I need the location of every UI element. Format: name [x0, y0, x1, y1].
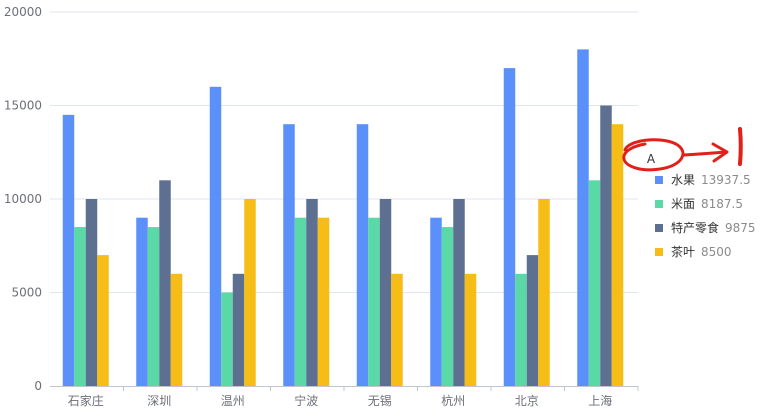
bar-茶叶-北京[interactable]: [538, 199, 550, 386]
x-tick-label: 无锡: [368, 393, 392, 408]
bar-茶叶-石家庄[interactable]: [97, 255, 109, 386]
bar-特产零食-上海[interactable]: [600, 105, 612, 387]
bar-水果-北京[interactable]: [503, 68, 516, 386]
bar-米面-深圳[interactable]: [147, 227, 160, 386]
annotation-arrow-head: [711, 142, 729, 163]
bar-特产零食-宁波[interactable]: [306, 199, 318, 386]
y-tick-label: 5000: [11, 286, 42, 300]
legend: 水果 13937.5 米面 8187.5 特产零食 9875 茶叶 8500: [655, 173, 756, 259]
bars: [62, 49, 624, 387]
legend-item-水果[interactable]: 水果 13937.5: [655, 173, 751, 187]
y-tick-label: 0: [34, 379, 42, 393]
bar-茶叶-杭州[interactable]: [464, 273, 477, 386]
y-tick-label: 15000: [4, 99, 42, 113]
bar-米面-无锡[interactable]: [368, 217, 380, 386]
bar-特产零食-杭州[interactable]: [453, 199, 465, 386]
legend-value: 8187.5: [701, 197, 743, 211]
bar-水果-杭州[interactable]: [430, 217, 442, 386]
bar-特产零食-无锡[interactable]: [379, 199, 392, 386]
bar-水果-石家庄[interactable]: [62, 114, 75, 386]
x-axis: [50, 386, 639, 391]
bar-茶叶-深圳[interactable]: [170, 273, 183, 386]
x-tick-label: 宁波: [294, 393, 318, 408]
legend-value: 9875: [725, 221, 756, 235]
legend-item-米面[interactable]: 米面 8187.5: [655, 197, 743, 211]
legend-item-特产零食[interactable]: 特产零食 9875: [655, 220, 756, 235]
x-tick-label: 深圳: [147, 394, 171, 408]
annotation-circle: [622, 138, 685, 172]
y-tick-label: 20000: [4, 5, 42, 19]
y-axis-tick-labels: 0 5000 10000 15000 20000: [4, 5, 42, 393]
bar-米面-北京[interactable]: [515, 273, 527, 386]
bar-米面-上海[interactable]: [588, 180, 601, 386]
bar-特产零食-温州[interactable]: [232, 273, 245, 386]
bar-水果-无锡[interactable]: [356, 124, 369, 386]
legend-marker: [655, 176, 663, 184]
legend-name: 特产零食: [671, 220, 719, 235]
x-tick-label: 上海: [588, 393, 612, 408]
bar-水果-上海[interactable]: [577, 49, 589, 387]
bar-米面-宁波[interactable]: [294, 217, 307, 386]
legend-item-茶叶[interactable]: 茶叶 8500: [655, 244, 732, 259]
annotation-vertical-mark: [738, 127, 743, 166]
legend-value: 13937.5: [701, 173, 751, 187]
bar-特产零食-北京[interactable]: [526, 255, 539, 386]
bar-水果-深圳[interactable]: [136, 217, 148, 386]
bar-特产零食-石家庄[interactable]: [85, 199, 98, 386]
bar-茶叶-宁波[interactable]: [317, 217, 330, 386]
x-axis-tick-labels: 石家庄 深圳 温州 宁波 无锡 杭州 北京 上海: [68, 393, 613, 408]
x-tick-label: 温州: [221, 394, 245, 408]
annotation-arrow-shaft: [682, 150, 728, 157]
legend-marker: [655, 248, 663, 256]
bar-水果-温州[interactable]: [209, 86, 222, 387]
legend-name: 茶叶: [671, 244, 695, 259]
annotation-label: A: [647, 152, 656, 166]
bar-特产零食-深圳[interactable]: [159, 180, 171, 386]
x-tick-label: 石家庄: [68, 393, 104, 408]
handdrawn-annotation: A: [622, 127, 743, 172]
legend-name: 水果: [671, 173, 695, 187]
legend-marker: [655, 224, 663, 232]
x-tick-label: 杭州: [441, 393, 465, 408]
bar-茶叶-上海[interactable]: [611, 124, 624, 386]
bar-米面-温州[interactable]: [221, 292, 233, 387]
bar-茶叶-温州[interactable]: [244, 199, 256, 386]
legend-marker: [655, 200, 663, 208]
bar-米面-杭州[interactable]: [441, 227, 454, 386]
legend-name: 米面: [671, 197, 695, 211]
legend-value: 8500: [701, 245, 732, 259]
bar-水果-宁波[interactable]: [283, 124, 295, 386]
y-tick-label: 10000: [4, 192, 42, 206]
bar-茶叶-无锡[interactable]: [391, 273, 403, 386]
x-tick-label: 北京: [515, 394, 539, 408]
bar-米面-石家庄[interactable]: [74, 227, 86, 386]
